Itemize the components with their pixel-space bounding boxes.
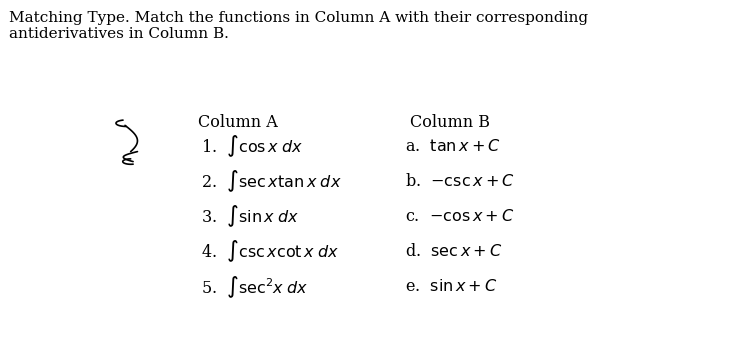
Text: Matching Type. Match the functions in Column A with their corresponding
antideri: Matching Type. Match the functions in Co… [9,11,588,41]
Text: Column B: Column B [410,114,490,131]
Text: a.  $\tan x + C$: a. $\tan x + C$ [405,138,501,155]
Text: 2.  $\int \sec x\tan x\;dx$: 2. $\int \sec x\tan x\;dx$ [201,168,342,194]
Text: 3.  $\int \sin x\;dx$: 3. $\int \sin x\;dx$ [201,204,300,229]
Text: Column A: Column A [198,114,278,131]
Text: 5.  $\int \sec^2\!x\;dx$: 5. $\int \sec^2\!x\;dx$ [201,274,309,299]
Text: c.  $-\cos x + C$: c. $-\cos x + C$ [405,208,514,225]
Text: b.  $-\csc x + C$: b. $-\csc x + C$ [405,173,515,190]
Text: 4.  $\int \csc x\cot x\;dx$: 4. $\int \csc x\cot x\;dx$ [201,239,340,264]
Text: d.  $\sec x + C$: d. $\sec x + C$ [405,243,502,260]
Text: 1.  $\int \cos x\;dx$: 1. $\int \cos x\;dx$ [201,133,303,159]
Text: e.  $\sin x + C$: e. $\sin x + C$ [405,278,497,295]
